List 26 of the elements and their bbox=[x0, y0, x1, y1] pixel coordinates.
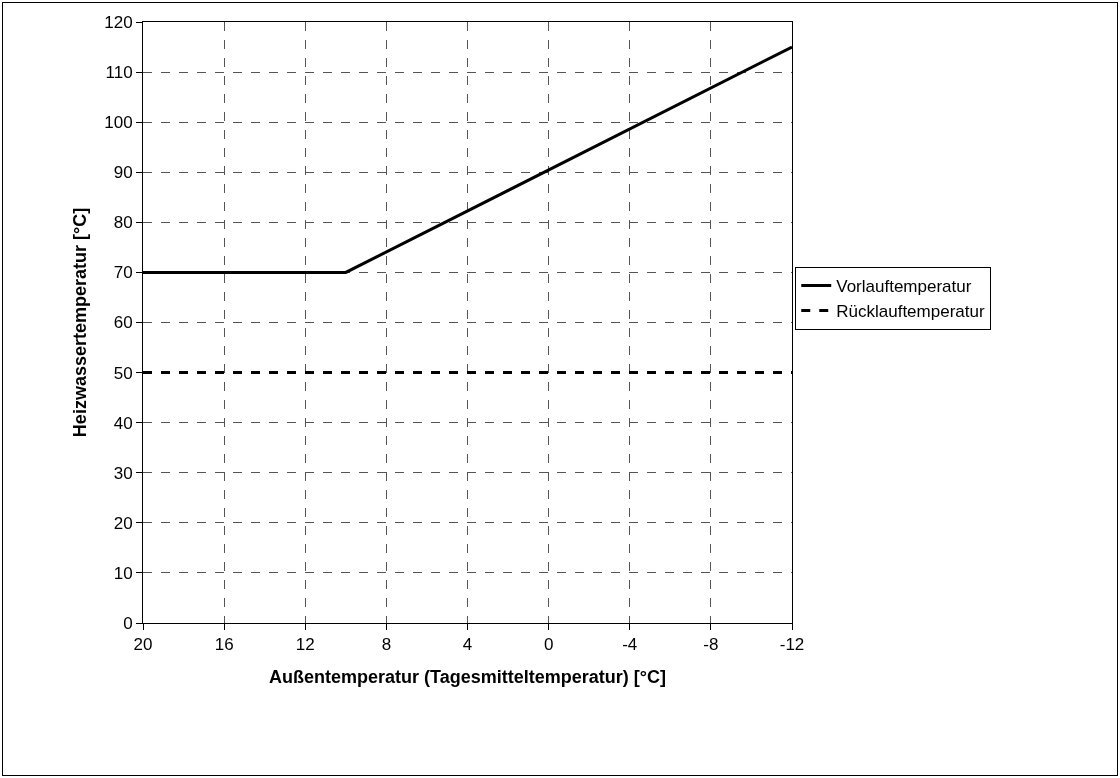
y-tick-label: 80 bbox=[113, 213, 133, 233]
y-tick-label: 20 bbox=[113, 513, 133, 533]
y-tick-label: 110 bbox=[105, 63, 133, 83]
legend-label: Vorlauftemperatur bbox=[836, 277, 972, 297]
x-tick-label: 4 bbox=[462, 635, 473, 655]
y-tick-label: 30 bbox=[113, 463, 133, 483]
x-tick-label: 12 bbox=[295, 635, 315, 655]
y-tick-label: 90 bbox=[113, 163, 133, 183]
y-tick-label: 50 bbox=[113, 363, 133, 383]
y-axis-title: Heizwassertemperatur [°C] bbox=[70, 207, 91, 438]
x-tick-label: -12 bbox=[779, 635, 805, 655]
x-tick-label: -4 bbox=[622, 635, 638, 655]
y-tick-label: 10 bbox=[113, 563, 133, 583]
x-tick-label: 20 bbox=[133, 635, 153, 655]
legend-label: Rücklauftemperatur bbox=[836, 302, 985, 322]
x-axis-title: Außentemperatur (Tagesmitteltemperatur) [°C] bbox=[269, 666, 666, 687]
x-tick-label: 0 bbox=[543, 635, 554, 655]
y-tick-label: 120 bbox=[104, 12, 133, 32]
x-tick-label: 8 bbox=[381, 635, 392, 655]
y-tick-label: 70 bbox=[113, 263, 133, 283]
y-tick-label: 100 bbox=[104, 113, 133, 133]
y-tick-label: 0 bbox=[123, 613, 133, 633]
x-tick-label: 16 bbox=[214, 635, 234, 655]
y-tick-label: 60 bbox=[113, 313, 133, 333]
y-tick-label: 40 bbox=[113, 413, 133, 433]
x-tick-label: -8 bbox=[703, 635, 719, 655]
